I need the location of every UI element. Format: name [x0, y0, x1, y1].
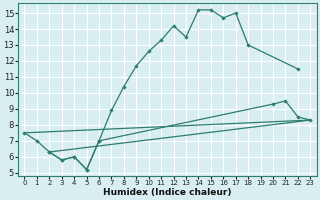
X-axis label: Humidex (Indice chaleur): Humidex (Indice chaleur): [103, 188, 232, 197]
